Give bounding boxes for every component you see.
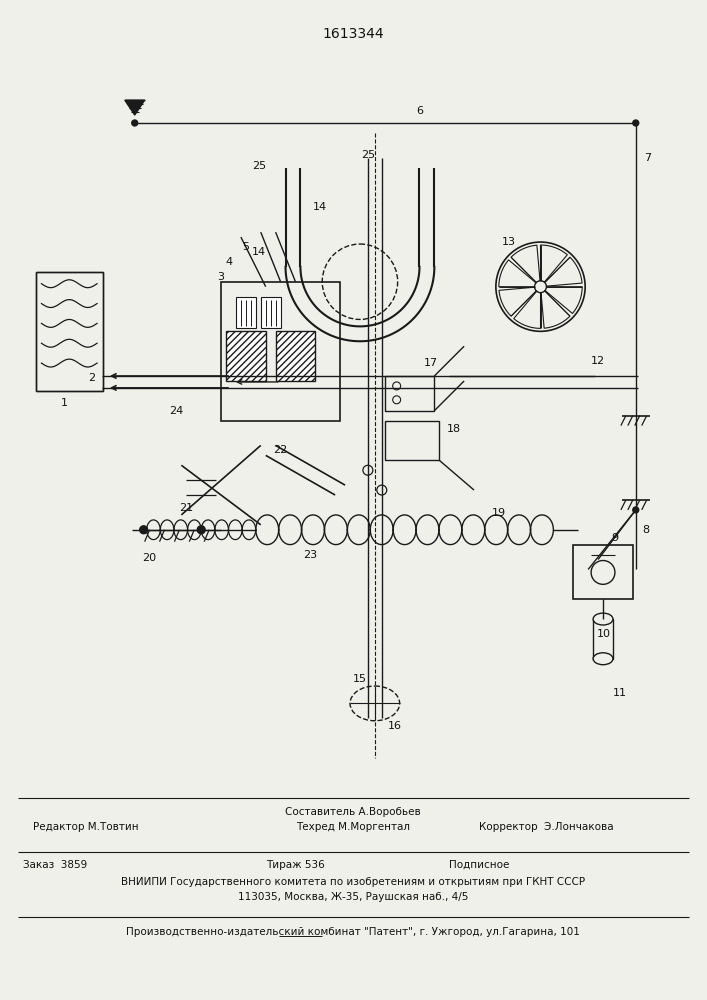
Bar [573,545,633,599]
Polygon shape [125,100,145,115]
Circle shape [197,526,205,534]
Bar [385,421,439,460]
Circle shape [633,507,638,513]
Text: Заказ  3859: Заказ 3859 [23,860,87,870]
Text: 6: 6 [416,106,423,116]
Text: 7: 7 [644,153,651,163]
Text: Производственно-издательский комбинат "Патент", г. Ужгород, ул.Гагарина, 101: Производственно-издательский комбинат "П… [126,927,580,937]
Text: 4: 4 [226,257,233,267]
Circle shape [132,120,138,126]
Text: Техред М.Моргентал: Техред М.Моргентал [296,822,410,832]
Bar [276,331,315,381]
Text: 22: 22 [274,445,288,455]
Text: 13: 13 [502,237,516,247]
Bar [593,619,613,659]
Text: 8: 8 [642,525,649,535]
Bar [221,282,340,421]
Text: 23: 23 [303,550,317,560]
Text: 14: 14 [313,202,327,212]
Text: 11: 11 [613,688,627,698]
Text: 17: 17 [424,358,438,368]
Text: 24: 24 [169,406,184,416]
Text: 25: 25 [361,150,375,160]
Text: ВНИИПИ Государственного комитета по изобретениям и открытиям при ГКНТ СССР: ВНИИПИ Государственного комитета по изоб… [121,877,585,887]
Text: 1: 1 [61,398,68,408]
Text: 9: 9 [612,533,619,543]
Text: 10: 10 [597,629,611,639]
Text: Тираж 536: Тираж 536 [266,860,325,870]
Text: 5: 5 [243,242,250,252]
Text: 19: 19 [492,508,506,518]
Text: 3: 3 [218,272,225,282]
Text: Редактор М.Товтин: Редактор М.Товтин [33,822,138,832]
Text: 21: 21 [180,503,194,513]
Text: 2: 2 [88,373,95,383]
Circle shape [633,120,638,126]
Ellipse shape [593,653,613,665]
Circle shape [140,526,148,534]
Bar [35,272,103,391]
Text: 1613344: 1613344 [322,27,384,41]
Text: 14: 14 [252,247,266,257]
Text: 12: 12 [591,356,605,366]
Bar [226,331,266,381]
Text: 25: 25 [252,161,266,171]
Text: Составитель А.Воробьев: Составитель А.Воробьев [285,807,421,817]
Text: 20: 20 [143,553,157,563]
Bar [385,376,434,411]
Text: Подписное: Подписное [449,860,510,870]
Text: 16: 16 [387,721,402,731]
Text: 113035, Москва, Ж-35, Раушская наб., 4/5: 113035, Москва, Ж-35, Раушская наб., 4/5 [238,892,468,902]
Text: 18: 18 [447,424,461,434]
Text: 15: 15 [353,674,367,684]
Text: Корректор  Э.Лончакова: Корректор Э.Лончакова [479,822,614,832]
Bar [236,297,256,328]
Ellipse shape [593,613,613,625]
Bar [261,297,281,328]
